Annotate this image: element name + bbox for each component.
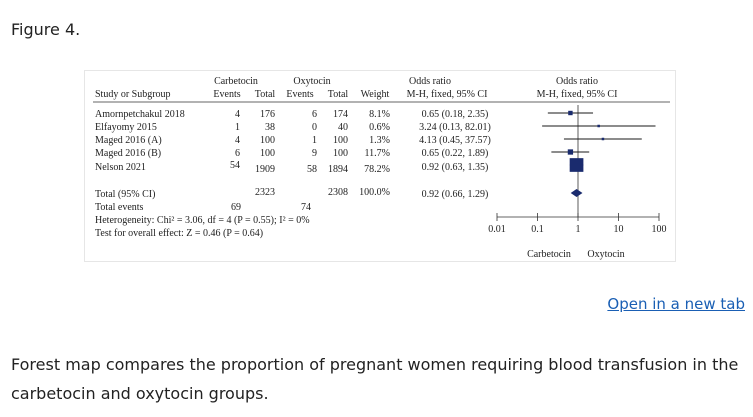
study-weight: 0.6% <box>369 122 390 133</box>
header-or-title-plot: Odds ratio <box>556 76 598 87</box>
header-or-title: Odds ratio <box>409 76 451 87</box>
forest-plot-figure: Carbetocin Oxytocin Odds ratio Odds rati… <box>84 70 676 262</box>
study-weight-square <box>601 137 605 141</box>
study-weight-square <box>567 149 574 155</box>
study-row: Maged 2016 (B) 6 100 9 100 11.7% 0.65 (0… <box>95 148 488 159</box>
header-group2: Oxytocin <box>293 76 330 87</box>
study-name: Maged 2016 (A) <box>95 135 162 146</box>
study-e2: 1 <box>312 135 317 146</box>
total-weight: 100.0% <box>359 187 390 198</box>
total-row: Total (95% CI) 2323 2308 100.0% 0.92 (0.… <box>95 187 488 200</box>
study-ci: 0.65 (0.22, 1.89) <box>422 148 489 159</box>
study-t1: 176 <box>260 109 275 120</box>
study-t2: 40 <box>338 122 348 133</box>
header-or-method: M-H, fixed, 95% CI <box>407 89 488 100</box>
study-row: Elfayomy 2015 1 38 0 40 0.6% 3.24 (0.13,… <box>95 122 491 133</box>
study-row: Amornpetchakul 2018 4 176 6 174 8.1% 0.6… <box>95 109 488 120</box>
study-t1: 100 <box>260 148 275 159</box>
favours-right-label: Oxytocin <box>587 249 624 260</box>
favours-left-label: Carbetocin <box>527 249 571 260</box>
study-e2: 0 <box>312 122 317 133</box>
study-e1: 1 <box>235 122 240 133</box>
header-events2: Events <box>286 89 313 100</box>
study-t2: 100 <box>333 148 348 159</box>
study-e1: 4 <box>235 135 240 146</box>
study-name: Elfayomy 2015 <box>95 122 157 133</box>
study-t2: 174 <box>333 109 348 120</box>
header-weight: Weight <box>361 89 390 100</box>
study-weight: 1.3% <box>369 135 390 146</box>
x-tick-label: 0.1 <box>531 224 544 235</box>
study-weight-square <box>597 124 600 128</box>
study-t1: 1909 <box>255 164 275 175</box>
study-t1: 38 <box>265 122 275 133</box>
total-t2: 2308 <box>328 187 348 198</box>
study-e1: 54 <box>230 160 240 171</box>
forest-plot-svg: Carbetocin Oxytocin Odds ratio Odds rati… <box>93 76 670 260</box>
study-weight-square <box>569 158 584 172</box>
overall-effect-text: Test for overall effect: Z = 0.46 (P = 0… <box>95 228 263 239</box>
header-group1: Carbetocin <box>214 76 258 87</box>
header-or-method-plot: M-H, fixed, 95% CI <box>537 89 618 100</box>
study-name: Maged 2016 (B) <box>95 148 161 159</box>
header-events1: Events <box>213 89 240 100</box>
study-e2: 9 <box>312 148 317 159</box>
forest-plot-area: 0.01 0.1 1 10 100 <box>488 105 667 235</box>
study-weight: 11.7% <box>365 148 390 159</box>
x-tick-label: 10 <box>614 224 624 235</box>
study-e1: 4 <box>235 109 240 120</box>
header-total1: Total <box>255 89 276 100</box>
study-t2: 100 <box>333 135 348 146</box>
study-t2: 1894 <box>328 164 348 175</box>
total-events-name: Total events <box>95 202 144 213</box>
open-in-new-tab-link[interactable]: Open in a new tab <box>607 295 745 313</box>
x-tick-label: 1 <box>576 224 581 235</box>
x-tick-label: 100 <box>652 224 667 235</box>
study-name: Nelson 2021 <box>95 162 146 173</box>
figure-caption: Forest map compares the proportion of pr… <box>11 355 739 403</box>
total-ci: 0.92 (0.66, 1.29) <box>422 189 489 200</box>
study-row: Nelson 2021 54 1909 58 1894 78.2% 0.92 (… <box>95 160 488 175</box>
header-total2: Total <box>328 89 349 100</box>
pooled-estimate-diamond <box>570 189 583 197</box>
study-e2: 58 <box>307 164 317 175</box>
figure-label: Figure 4. <box>11 20 81 39</box>
study-e2: 6 <box>312 109 317 120</box>
study-row: Maged 2016 (A) 4 100 1 100 1.3% 4.13 (0.… <box>95 135 491 146</box>
total-events-row: Total events 69 74 <box>95 202 311 213</box>
study-ci: 0.92 (0.63, 1.35) <box>422 162 489 173</box>
heterogeneity-text: Heterogeneity: Chi² = 3.06, df = 4 (P = … <box>95 215 310 226</box>
study-name: Amornpetchakul 2018 <box>95 109 185 120</box>
total-events-e2: 74 <box>301 202 311 213</box>
study-ci: 3.24 (0.13, 82.01) <box>419 122 491 133</box>
x-tick-label: 0.01 <box>488 224 506 235</box>
study-ci: 4.13 (0.45, 37.57) <box>419 135 491 146</box>
study-weight: 8.1% <box>369 109 390 120</box>
study-t1: 100 <box>260 135 275 146</box>
study-weight: 78.2% <box>364 164 390 175</box>
total-t1: 2323 <box>255 187 275 198</box>
study-e1: 6 <box>235 148 240 159</box>
total-name: Total (95% CI) <box>95 189 155 200</box>
header-study: Study or Subgroup <box>95 89 171 100</box>
total-events-e1: 69 <box>231 202 241 213</box>
study-ci: 0.65 (0.18, 2.35) <box>422 109 489 120</box>
study-weight-square <box>568 110 573 116</box>
